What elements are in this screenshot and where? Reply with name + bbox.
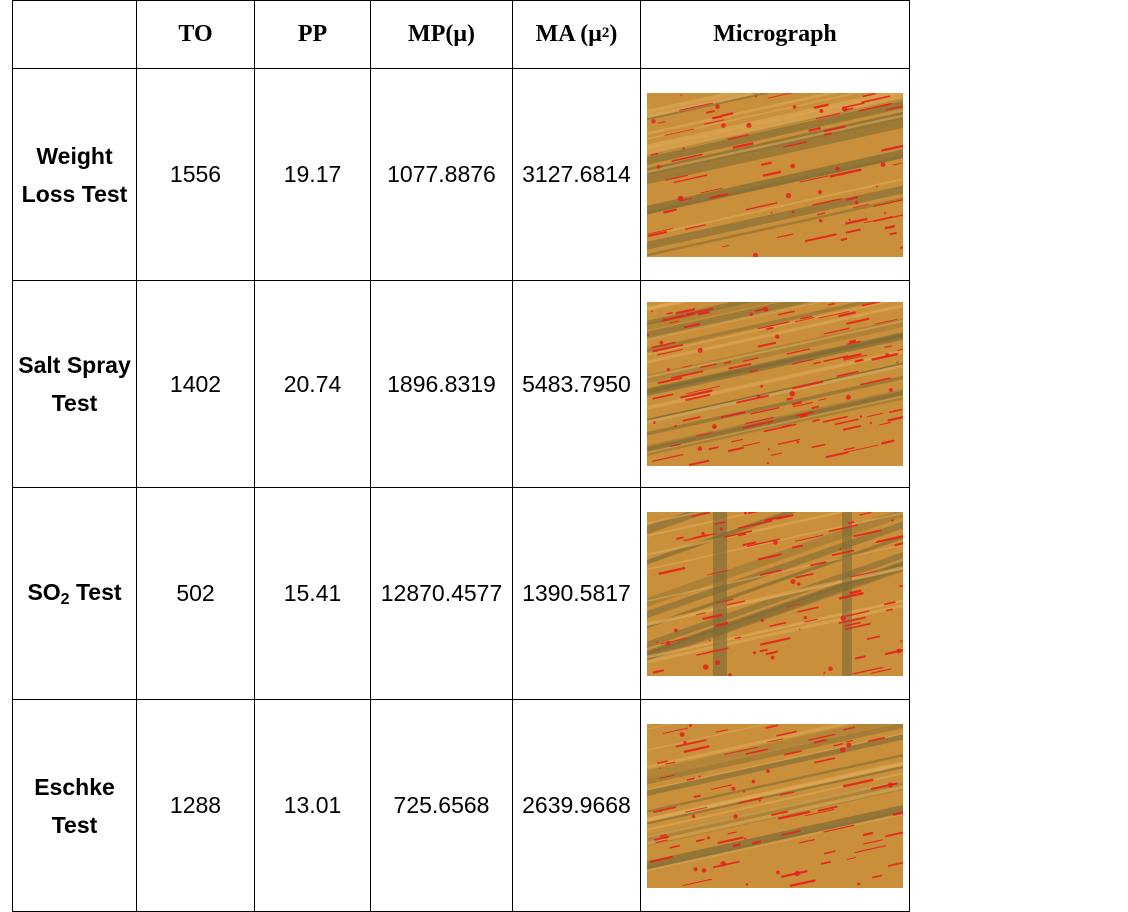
cell-micrograph <box>641 281 910 488</box>
row-label-line1: Weight <box>36 143 112 169</box>
row-label: Eschke Test <box>13 700 137 912</box>
cell-mp: 1077.8876 <box>371 69 513 281</box>
header-micrograph: Micrograph <box>641 1 910 69</box>
row-label: Salt Spray Test <box>13 281 137 488</box>
micrograph-image <box>647 93 903 257</box>
cell-ma: 1390.5817 <box>513 488 641 700</box>
table-row: Salt Spray Test 1402 20.74 1896.8319 5483… <box>13 281 910 488</box>
cell-to: 1556 <box>137 69 255 281</box>
row-label-line2: Loss Test <box>22 181 128 207</box>
cell-to: 1288 <box>137 700 255 912</box>
row-label-subscript: 2 <box>61 591 70 608</box>
row-label-line1: Eschke <box>34 774 115 800</box>
header-row: TO PP MP(μ) MA (μ2) Micrograph <box>13 1 910 69</box>
cell-to: 1402 <box>137 281 255 488</box>
header-ma: MA (μ2) <box>513 1 641 69</box>
row-label: Weight Loss Test <box>13 69 137 281</box>
header-ma-superscript: 2 <box>602 25 610 41</box>
row-label-line2: Test <box>52 390 98 416</box>
header-to: TO <box>137 1 255 69</box>
table-row: SO2 Test 502 15.41 12870.4577 1390.5817 <box>13 488 910 700</box>
cell-ma: 3127.6814 <box>513 69 641 281</box>
header-ma-close: ) <box>609 21 617 47</box>
cell-micrograph <box>641 69 910 281</box>
cell-pp: 13.01 <box>255 700 371 912</box>
cell-micrograph <box>641 488 910 700</box>
row-label: SO2 Test <box>13 488 137 700</box>
header-pp: PP <box>255 1 371 69</box>
cell-mp: 1896.8319 <box>371 281 513 488</box>
header-blank-cell <box>13 1 137 69</box>
table-row: Weight Loss Test 1556 19.17 1077.8876 312… <box>13 69 910 281</box>
row-label-base: SO <box>27 579 60 605</box>
cell-to: 502 <box>137 488 255 700</box>
cell-pp: 15.41 <box>255 488 371 700</box>
cell-mp: 12870.4577 <box>371 488 513 700</box>
micrograph-image <box>647 724 903 888</box>
header-mp: MP(μ) <box>371 1 513 69</box>
row-label-line1: Salt Spray <box>18 352 131 378</box>
cell-pp: 20.74 <box>255 281 371 488</box>
cell-ma: 2639.9668 <box>513 700 641 912</box>
cell-micrograph <box>641 700 910 912</box>
cell-pp: 19.17 <box>255 69 371 281</box>
row-label-rest: Test <box>70 579 122 605</box>
row-label-line2: Test <box>52 812 98 838</box>
header-ma-base: MA (μ <box>536 21 602 47</box>
micrograph-image <box>647 512 903 676</box>
cell-ma: 5483.7950 <box>513 281 641 488</box>
table-row: Eschke Test 1288 13.01 725.6568 2639.9668 <box>13 700 910 912</box>
micrograph-image <box>647 302 903 466</box>
cell-mp: 725.6568 <box>371 700 513 912</box>
